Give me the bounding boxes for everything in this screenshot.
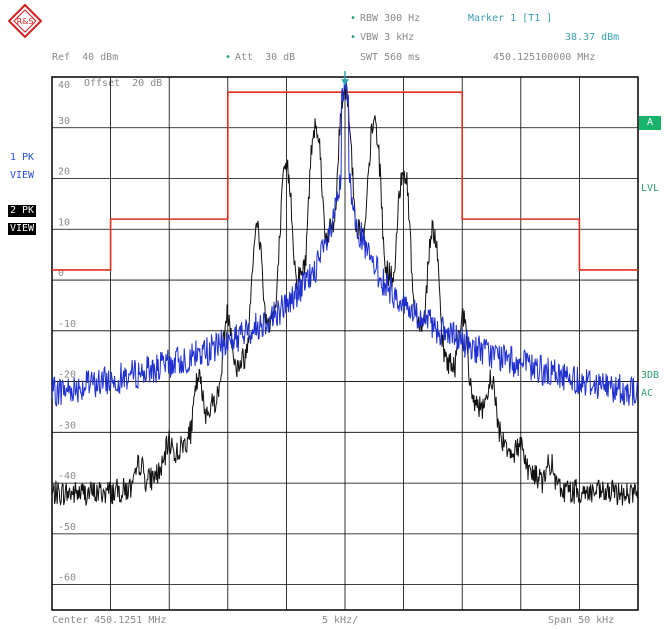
- swt-readout: SWT 560 ms: [360, 52, 421, 63]
- y-tick-label: -10: [58, 319, 76, 330]
- rbw-readout: RBW 300 Hz: [360, 13, 421, 24]
- ref-level: Ref 40 dBm: [52, 52, 119, 63]
- y-tick-label: -30: [58, 420, 76, 431]
- trace1-view: VIEW: [8, 170, 37, 182]
- 3db-label: 3DB: [641, 370, 660, 381]
- trace2-mode: 2 PK: [8, 205, 37, 217]
- y-tick-label: 10: [58, 217, 70, 228]
- y-tick-label: -40: [58, 471, 76, 482]
- trace2-view: VIEW: [8, 223, 37, 235]
- y-tick-label: 0: [58, 268, 64, 279]
- y-tick-label: -50: [58, 522, 76, 533]
- trace1-mode: 1 PK: [8, 152, 37, 164]
- center-frequency: Center 450.1251 MHz: [52, 615, 167, 626]
- attenuation: Att 30 dB: [235, 52, 296, 63]
- svg-text:R&S: R&S: [17, 17, 34, 26]
- span-width: Span 50 kHz: [548, 615, 615, 626]
- marker-level: 38.37 dBm: [565, 32, 620, 43]
- trace-a-badge: A: [639, 116, 661, 130]
- y-tick-label: 20: [58, 167, 70, 178]
- y-tick-label: -60: [58, 573, 76, 584]
- trace-2-series: [51, 82, 639, 507]
- marker-label: Marker 1 [T1 ]: [468, 13, 553, 24]
- marker-1-icon: [341, 79, 349, 86]
- lvl-label: LVL: [641, 183, 660, 194]
- marker-frequency: 450.125100000 MHz: [493, 52, 596, 63]
- rbw-bullet: •: [350, 13, 357, 24]
- y-tick-label: 40: [58, 80, 70, 91]
- vbw-bullet: •: [350, 32, 357, 43]
- division-width: 5 kHz/: [322, 615, 359, 626]
- vbw-readout: VBW 3 kHz: [360, 32, 415, 43]
- ac-label: AC: [641, 388, 654, 399]
- offset-readout: Offset 20 dB: [84, 78, 163, 89]
- y-tick-label: 30: [58, 116, 70, 127]
- logo-icon: R&S: [8, 4, 42, 38]
- y-tick-label: -20: [58, 370, 76, 381]
- att-bullet: •: [225, 52, 232, 63]
